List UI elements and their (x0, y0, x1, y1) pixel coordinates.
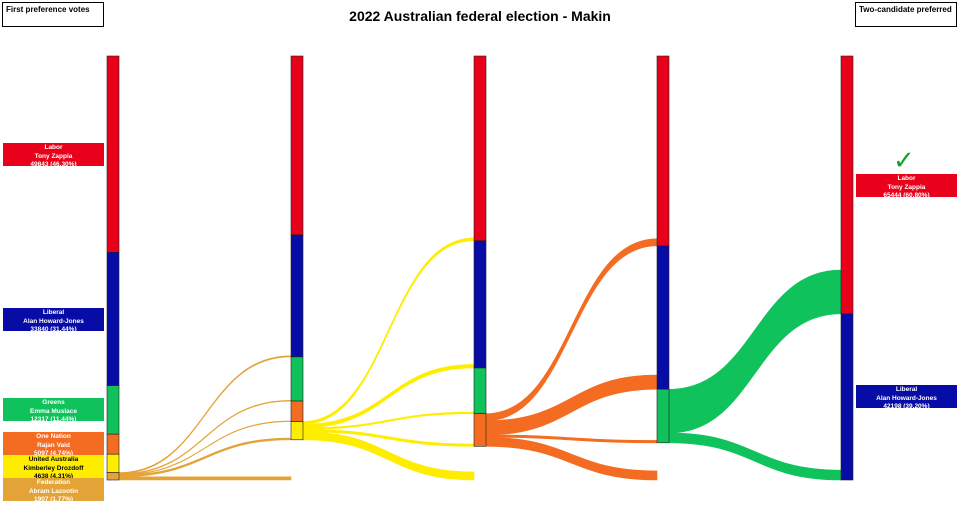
flow-united_australia-to-liberal (302, 364, 475, 429)
flow-one_nation-to-exhausted (485, 436, 658, 481)
party-name: Liberal (895, 386, 918, 393)
vote-summary: 5097 (4.74%) (33, 450, 74, 455)
node-stage0-united_australia (106, 453, 120, 473)
flow-federation-to-exhausted (118, 476, 292, 481)
flow-greens-to-labor (668, 269, 842, 434)
party-name: Liberal (42, 309, 65, 316)
vote-summary: 4638 (4.31%) (33, 473, 74, 478)
node-stage1-labor (290, 55, 304, 236)
node-stage3-labor (656, 55, 670, 247)
vote-summary: 65444 (60.80%) (883, 192, 930, 197)
flow-federation-to-liberal (118, 355, 292, 474)
party-name: One Nation (36, 433, 71, 440)
node-stage3-greens (656, 388, 670, 444)
node-stage0-one_nation (106, 433, 120, 455)
candidate-name: Abram Lazootin (28, 487, 79, 495)
candidate-name: Emma Muslace (30, 407, 77, 415)
elected-checkmark-icon: ✓ (893, 146, 915, 176)
flow-one_nation-to-liberal (485, 374, 658, 436)
node-stage2-greens (473, 367, 487, 414)
flow-united_australia-to-greens (302, 411, 475, 430)
candidate-name: Tony Zappia (34, 152, 73, 160)
vote-summary: 49843 (46.30%) (30, 161, 77, 166)
flow-federation-to-one_nation (118, 420, 292, 476)
tcp-label-liberal: Liberal Alan Howard-Jones 42198 (39.20%) (856, 385, 957, 408)
node-stage0-federation (106, 472, 120, 481)
vote-summary: 42198 (39.20%) (883, 403, 930, 408)
candidate-name: Kimberley Drozdoff (23, 464, 84, 472)
tcp-label-labor: Labor Tony Zappia 65444 (60.80%) (856, 174, 957, 197)
node-stage1-one_nation (290, 400, 304, 422)
flow-federation-to-greens (118, 399, 292, 475)
node-stage1-united_australia (290, 421, 304, 441)
node-stage0-labor (106, 55, 120, 253)
chart-title: 2022 Australian federal election - Makin (349, 8, 611, 24)
vote-summary: 1907 (1.77%) (33, 496, 74, 501)
flow-greens-to-liberal (668, 432, 842, 481)
first-pref-label-federation: Federation Abram Lazootin 1907 (1.77%) (3, 478, 104, 501)
node-stage3-liberal (656, 245, 670, 390)
node-stage2-one_nation (473, 413, 487, 447)
count-nodes (106, 55, 854, 481)
node-stage0-liberal (106, 252, 120, 386)
node-stage2-labor (473, 55, 487, 242)
flow-united_australia-to-exhausted (302, 431, 475, 481)
node-stage1-greens (290, 356, 304, 402)
vote-summary: 33840 (31.44%) (30, 326, 77, 331)
vote-summary: 12317 (11.44%) (30, 416, 77, 421)
first-pref-label-labor: Labor Tony Zappia 49843 (46.30%) (3, 143, 104, 166)
node-stage1-liberal (290, 234, 304, 358)
node-stage0-greens (106, 385, 120, 435)
flow-one_nation-to-labor (485, 238, 658, 422)
node-stage2-liberal (473, 240, 487, 369)
party-name: Labor (897, 175, 916, 182)
node-stage4-liberal (840, 313, 854, 481)
first-pref-label-one_nation: One Nation Rajan Vaid 5097 (4.74%) (3, 432, 104, 455)
party-name: Greens (42, 399, 65, 406)
flows (118, 237, 842, 481)
first-pref-label-united_australia: United Australia Kimberley Drozdoff 4638 (… (3, 455, 104, 478)
candidate-name: Tony Zappia (887, 183, 926, 191)
party-name: United Australia (28, 456, 79, 463)
party-name: Labor (44, 144, 63, 151)
party-name: Federation (36, 479, 71, 486)
first-preference-box: First preference votes (2, 2, 104, 27)
first-pref-label-greens: Greens Emma Muslace 12317 (11.44%) (3, 398, 104, 421)
candidate-name: Rajan Vaid (37, 441, 70, 449)
candidate-name: Alan Howard-Jones (876, 394, 937, 402)
first-pref-label-liberal: Liberal Alan Howard-Jones 33840 (31.44%) (3, 308, 104, 331)
candidate-name: Alan Howard-Jones (23, 317, 84, 325)
two-candidate-preferred-box: Two-candidate preferred (855, 2, 957, 27)
node-stage4-labor (840, 55, 854, 315)
